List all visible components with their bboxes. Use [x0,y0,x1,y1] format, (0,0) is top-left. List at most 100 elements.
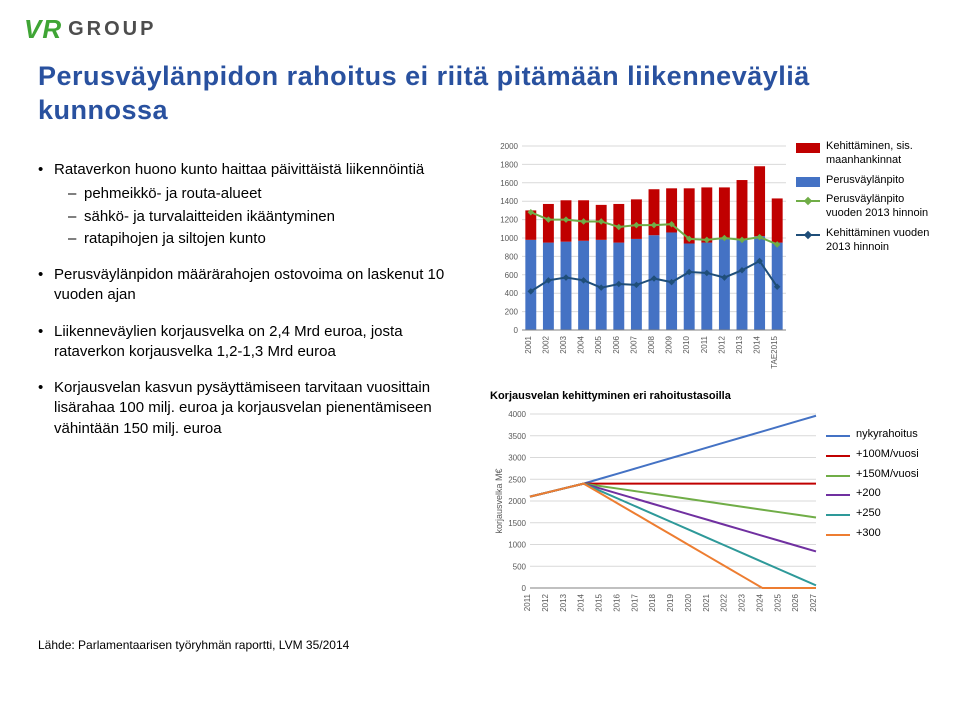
svg-text:2500: 2500 [508,475,526,484]
svg-text:3000: 3000 [508,454,526,463]
svg-text:TAE2015: TAE2015 [770,335,779,368]
svg-text:2011: 2011 [700,335,709,353]
sub-bullet: pehmeikkö- ja routa-alueet [68,184,458,204]
svg-text:2023: 2023 [738,593,747,611]
legend-label: +250 [856,507,881,521]
legend-line [826,514,850,516]
svg-text:2012: 2012 [717,335,726,353]
svg-text:400: 400 [505,289,519,298]
svg-text:2026: 2026 [791,593,800,611]
svg-text:2013: 2013 [735,335,744,353]
svg-text:2001: 2001 [524,335,533,353]
svg-text:0: 0 [514,326,519,335]
bullet: Liikenneväylien korjausvelka on 2,4 Mrd … [38,322,458,363]
legend-line [826,475,850,477]
svg-text:2012: 2012 [541,593,550,611]
legend-item: +100M/vuosi [826,448,936,462]
legend-swatch [796,143,820,153]
svg-text:2024: 2024 [755,593,764,611]
bullet-text: Rataverkon huono kunto haittaa päivittäi… [54,161,424,178]
svg-text:3500: 3500 [508,432,526,441]
svg-text:0: 0 [522,584,527,593]
legend-item: +150M/vuosi [826,468,936,482]
svg-text:2020: 2020 [684,593,693,611]
svg-text:2002: 2002 [541,335,550,353]
bullet-text: Korjausvelan kasvun pysäyttämiseen tarvi… [54,379,432,437]
legend-item: Perusväylänpito vuoden 2013 hinnoin [796,193,936,221]
page-title: Perusväylänpidon rahoitus ei riitä pitäm… [38,60,918,128]
legend-item: nykyrahoitus [826,428,936,442]
body-text: Rataverkon huono kunto haittaa päivittäi… [38,160,458,455]
svg-text:2009: 2009 [665,335,674,353]
svg-text:2004: 2004 [577,335,586,353]
legend-item: Kehittäminen, sis. maanhankinnat [796,140,936,168]
svg-text:500: 500 [513,562,527,571]
legend-item: Kehittäminen vuoden 2013 hinnoin [796,227,936,255]
legend-label: Perusväylänpito vuoden 2013 hinnoin [826,193,936,221]
svg-text:2016: 2016 [612,593,621,611]
svg-text:2011: 2011 [523,593,532,611]
legend-swatch [796,234,820,236]
bullet: Perusväylänpidon määrärahojen ostovoima … [38,265,458,306]
svg-text:2013: 2013 [559,593,568,611]
svg-text:2015: 2015 [595,593,604,611]
svg-text:1800: 1800 [500,160,518,169]
chart2-title: Korjausvelan kehittyminen eri rahoitusta… [490,390,940,402]
legend-line [826,534,850,536]
legend-swatch [796,200,820,202]
slide: VR GROUP Perusväylänpidon rahoitus ei ri… [0,0,960,706]
svg-text:1400: 1400 [500,197,518,206]
svg-text:2006: 2006 [612,335,621,353]
bullet-text: Liikenneväylien korjausvelka on 2,4 Mrd … [54,323,403,360]
svg-text:korjausvelka M€: korjausvelka M€ [494,468,504,533]
chart2-legend: nykyrahoitus +100M/vuosi +150M/vuosi +200 +2… [820,408,936,628]
svg-text:2008: 2008 [647,335,656,353]
legend-line [826,494,850,496]
svg-text:2003: 2003 [559,335,568,353]
legend-item: +300 [826,527,936,541]
svg-text:2000: 2000 [500,142,518,151]
legend-label: +100M/vuosi [856,448,919,462]
svg-text:200: 200 [505,308,519,317]
legend-item: +200 [826,487,936,501]
svg-text:600: 600 [505,271,519,280]
svg-text:2025: 2025 [773,593,782,611]
svg-text:1000: 1000 [500,234,518,243]
funding-chart: 0200400600800100012001400160018002000200… [490,140,940,370]
legend-label: Kehittäminen, sis. maanhankinnat [826,140,936,168]
svg-text:1500: 1500 [508,519,526,528]
legend-item: Perusväylänpito [796,174,936,188]
legend-label: +150M/vuosi [856,468,919,482]
legend-line [826,455,850,457]
svg-text:2010: 2010 [682,335,691,353]
chart1-svg: 0200400600800100012001400160018002000200… [490,140,790,370]
svg-text:2017: 2017 [630,593,639,611]
bullet-text: Perusväylänpidon määrärahojen ostovoima … [54,266,444,303]
legend-label: nykyrahoitus [856,428,918,442]
source-text: Lähde: Parlamentaarisen työryhmän raport… [38,638,349,652]
svg-text:1200: 1200 [500,216,518,225]
svg-text:2021: 2021 [702,593,711,611]
chart1-legend: Kehittäminen, sis. maanhankinnat Perusväy… [790,140,936,370]
svg-text:2014: 2014 [753,335,762,353]
legend-label: Perusväylänpito [826,174,904,188]
svg-text:2027: 2027 [809,593,818,611]
svg-text:2000: 2000 [508,497,526,506]
svg-text:2007: 2007 [629,335,638,353]
legend-label: +300 [856,527,881,541]
svg-text:2014: 2014 [577,593,586,611]
svg-text:2005: 2005 [594,335,603,353]
debt-chart: Korjausvelan kehittyminen eri rahoitusta… [490,390,940,640]
legend-label: +200 [856,487,881,501]
legend-line [826,435,850,437]
chart2-svg: 0500100015002000250030003500400020112012… [490,408,820,628]
legend-item: +250 [826,507,936,521]
legend-swatch [796,177,820,187]
bullet: Korjausvelan kasvun pysäyttämiseen tarvi… [38,378,458,439]
svg-text:2018: 2018 [648,593,657,611]
logo-vr-text: VR [24,14,62,45]
bullet: Rataverkon huono kunto haittaa päivittäi… [38,160,458,249]
logo: VR GROUP [24,14,156,45]
svg-text:4000: 4000 [508,410,526,419]
svg-text:800: 800 [505,252,519,261]
